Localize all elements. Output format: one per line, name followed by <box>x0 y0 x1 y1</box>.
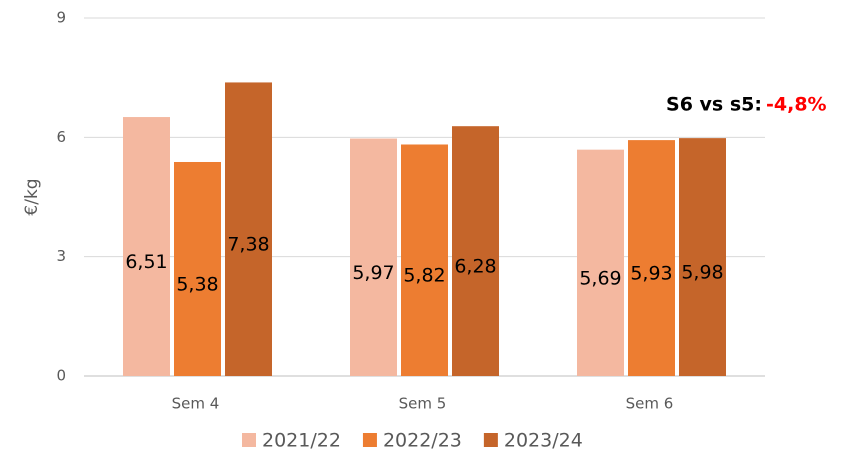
legend-label: 2021/22 <box>262 430 341 452</box>
annotation-value: -4,8% <box>766 94 827 116</box>
legend-label: 2023/24 <box>504 430 583 452</box>
value-label: 5,98 <box>681 262 723 284</box>
legend-swatch <box>483 433 498 447</box>
bar <box>401 144 448 376</box>
value-label: 7,38 <box>227 234 269 256</box>
y-tick-label: 9 <box>56 9 66 27</box>
value-label: 5,38 <box>176 273 218 295</box>
y-axis-label: €/kg <box>22 178 42 215</box>
bar <box>174 161 221 376</box>
annotation-text: S6 vs s5: <box>666 94 762 116</box>
x-tick-label: Sem 4 <box>172 395 220 413</box>
value-label: 5,97 <box>352 262 394 284</box>
bar <box>350 138 397 376</box>
bar <box>679 138 726 376</box>
y-tick-label: 0 <box>56 367 66 385</box>
y-tick-label: 6 <box>56 128 66 146</box>
legend-swatch <box>362 433 377 447</box>
bar <box>577 149 624 376</box>
legend-label: 2022/23 <box>383 430 462 452</box>
bar <box>452 126 499 376</box>
value-label: 6,51 <box>125 251 167 273</box>
bar <box>628 140 675 376</box>
bar <box>123 117 170 377</box>
bar <box>225 82 272 376</box>
value-label: 5,93 <box>630 263 672 285</box>
value-label: 5,82 <box>403 265 445 287</box>
x-tick-label: Sem 6 <box>626 395 674 413</box>
y-tick-label: 3 <box>56 247 66 265</box>
legend-swatch <box>242 433 256 447</box>
value-label: 5,69 <box>579 267 621 289</box>
value-label: 6,28 <box>454 256 496 278</box>
x-tick-label: Sem 5 <box>399 395 447 413</box>
